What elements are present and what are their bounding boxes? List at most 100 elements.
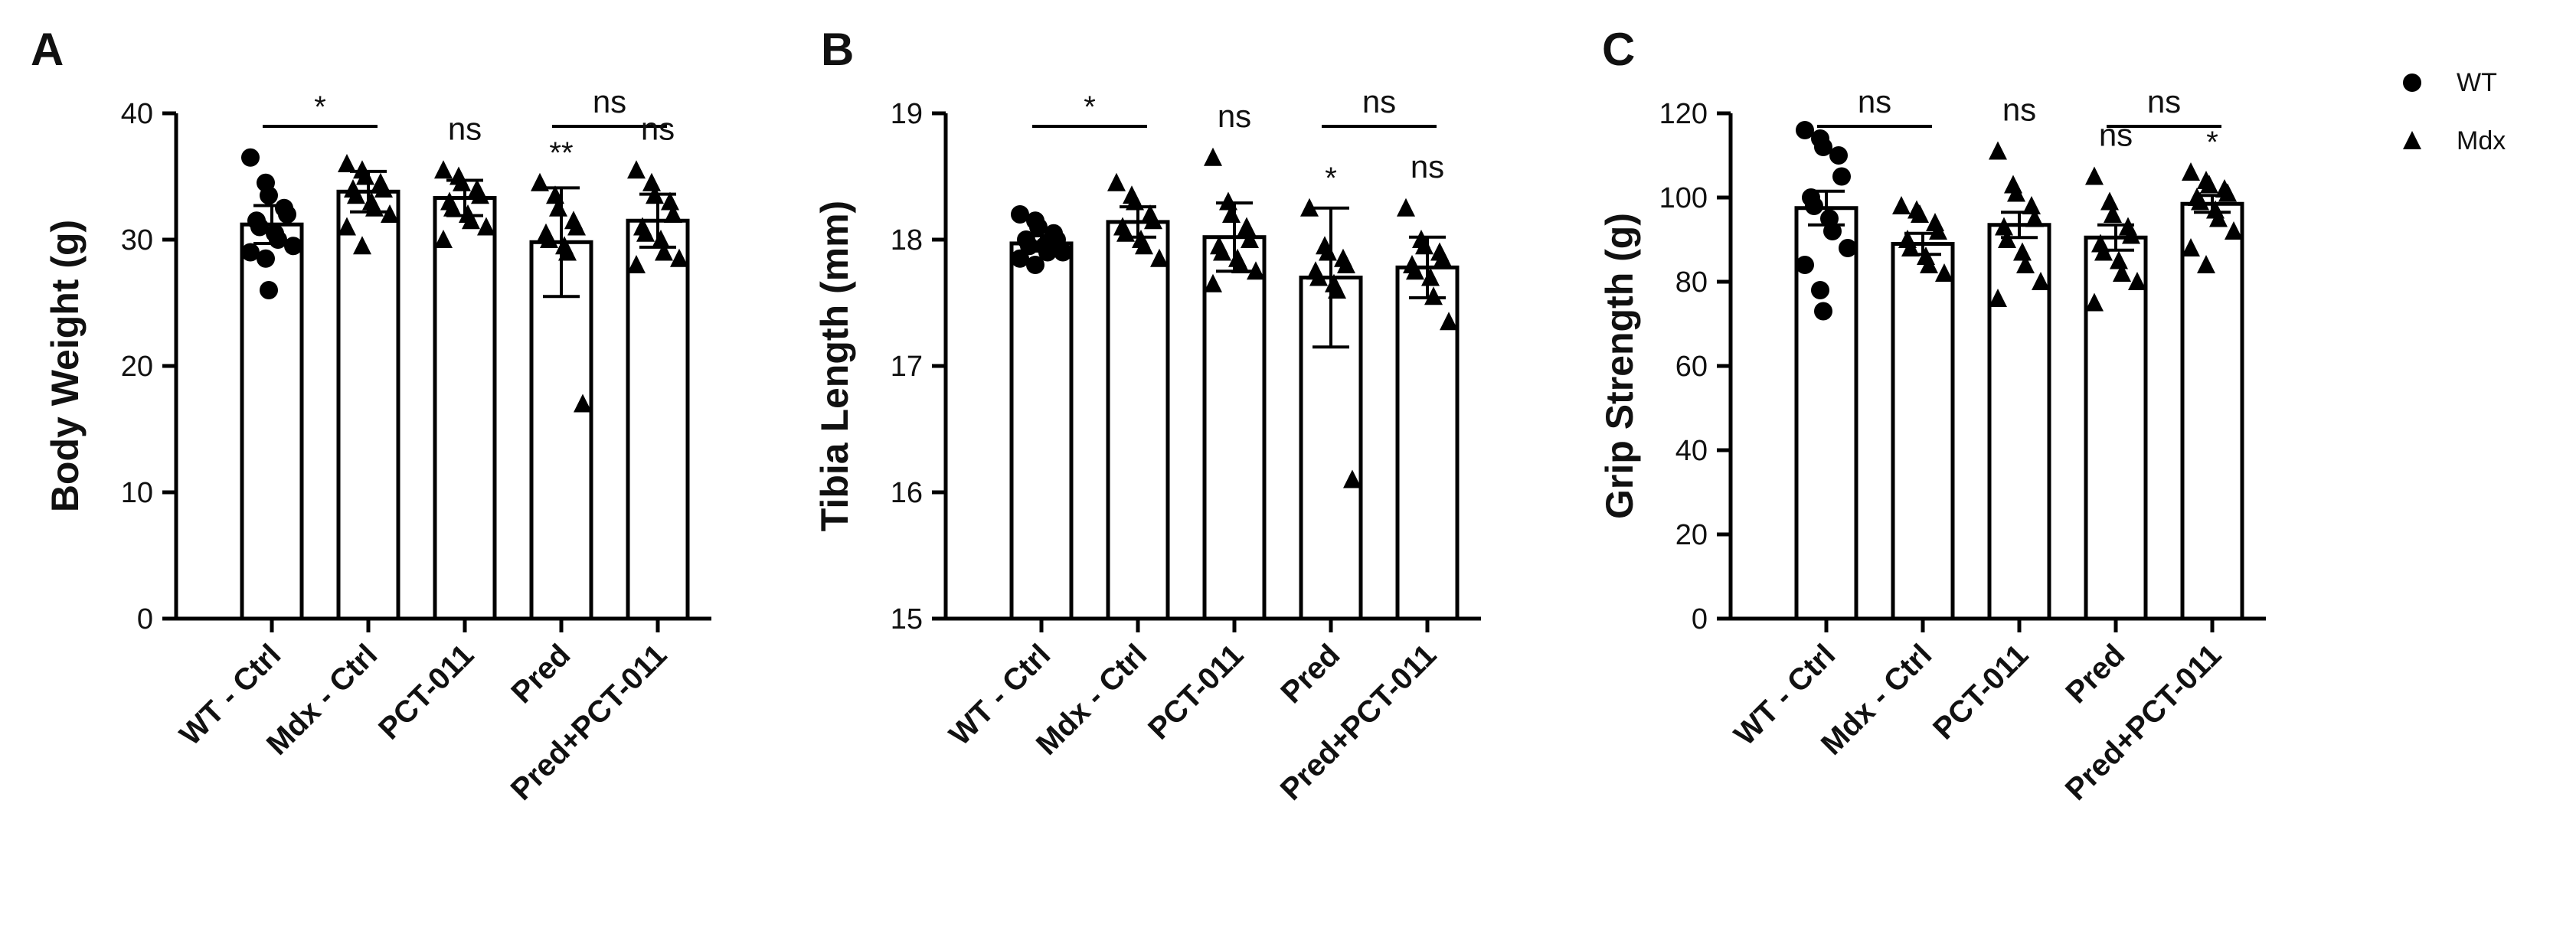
- data-point: [1989, 289, 2007, 307]
- y-tick-label: 19: [891, 98, 923, 130]
- data-point: [1337, 255, 1355, 273]
- data-point: [1911, 204, 1929, 223]
- data-point: [1832, 167, 1851, 186]
- y-axis-label: Grip Strength (g): [1598, 213, 1641, 519]
- data-point: [1814, 138, 1832, 156]
- data-point: [434, 230, 453, 248]
- data-point: [1935, 263, 1953, 282]
- data-point: [2200, 175, 2218, 194]
- panel-letter-b: B: [821, 24, 855, 75]
- data-point: [1204, 147, 1222, 166]
- data-point: [670, 248, 688, 267]
- data-point: [627, 160, 646, 179]
- significance-label: *: [1325, 162, 1337, 195]
- y-tick-label: 0: [1692, 603, 1708, 635]
- x-tick-label: PCT-011: [1927, 638, 2035, 746]
- data-point: [1237, 217, 1256, 236]
- data-point: [1440, 312, 1458, 331]
- data-point: [347, 185, 365, 204]
- data-point: [1300, 198, 1319, 217]
- data-point: [664, 204, 682, 223]
- data-point: [2085, 166, 2104, 185]
- data-point: [260, 281, 278, 299]
- data-point: [260, 186, 278, 205]
- data-point: [2100, 191, 2119, 211]
- y-tick-label: 10: [121, 477, 153, 509]
- data-point: [1823, 222, 1842, 240]
- x-tick-label: PCT-011: [372, 638, 480, 746]
- data-point: [2016, 255, 2035, 273]
- data-point: [2191, 191, 2209, 211]
- data-point: [1839, 239, 1857, 257]
- significance-label: ns: [448, 110, 482, 146]
- data-point: [2022, 196, 2041, 214]
- significance-label: ns: [1411, 149, 1444, 185]
- significance-label: ns: [2147, 83, 2181, 119]
- data-point: [2122, 225, 2140, 244]
- y-tick-label: 100: [1659, 182, 1708, 214]
- data-point: [2085, 292, 2104, 312]
- y-tick-label: 60: [1675, 351, 1708, 383]
- data-point: [374, 179, 393, 198]
- panel-letter-c: C: [1602, 24, 1636, 75]
- data-point: [2104, 204, 2122, 223]
- data-point: [655, 242, 673, 261]
- data-point: [241, 243, 260, 262]
- significance-label: ns: [1218, 98, 1251, 134]
- data-point: [636, 223, 655, 242]
- bar: [1987, 223, 2051, 621]
- data-point: [2013, 242, 2032, 261]
- panel-letter-a: A: [31, 24, 64, 75]
- data-point: [2007, 183, 2025, 202]
- data-point: [1397, 198, 1415, 217]
- data-point: [471, 185, 489, 204]
- x-tick-label: Pred: [2059, 638, 2131, 710]
- data-point: [1424, 286, 1443, 305]
- x-tick-label: Pred: [1274, 638, 1346, 710]
- data-point: [2128, 272, 2146, 290]
- data-point: [1054, 243, 1072, 262]
- data-point: [1901, 238, 1920, 256]
- data-point: [2209, 208, 2228, 227]
- data-point: [661, 191, 679, 211]
- bar: [1891, 242, 1955, 621]
- data-point: [1892, 196, 1911, 214]
- data-point: [1241, 230, 1259, 248]
- y-tick-label: 17: [891, 351, 923, 383]
- y-tick-label: 20: [1675, 519, 1708, 551]
- data-point: [443, 198, 462, 217]
- y-tick-label: 0: [137, 603, 153, 635]
- y-tick-label: 20: [121, 351, 153, 383]
- y-axis-label: Body Weight (g): [44, 220, 87, 512]
- data-point: [381, 204, 399, 223]
- data-point: [278, 205, 296, 224]
- y-tick-label: 30: [121, 224, 153, 256]
- y-tick-label: 40: [1675, 435, 1708, 467]
- y-axis-label: Tibia Length (mm): [813, 201, 856, 531]
- data-point: [627, 255, 646, 273]
- legend-label: Mdx: [2457, 126, 2506, 155]
- data-point: [2025, 208, 2044, 227]
- data-point: [1144, 211, 1162, 230]
- data-point: [462, 211, 480, 230]
- data-point: [284, 237, 302, 256]
- data-point: [1829, 146, 1848, 165]
- data-point: [2182, 162, 2200, 181]
- bar: [626, 218, 690, 621]
- data-point: [642, 172, 661, 191]
- bar: [336, 189, 400, 621]
- x-tick-label: PCT-011: [1142, 638, 1250, 746]
- y-tick-label: 80: [1675, 266, 1708, 299]
- data-point: [1011, 249, 1029, 268]
- data-point: [1213, 242, 1231, 261]
- data-point: [1204, 273, 1222, 292]
- significance-label: ns: [2099, 117, 2133, 153]
- data-point: [1995, 217, 2013, 236]
- circle-marker-icon: [2403, 73, 2421, 92]
- data-point: [1433, 248, 1452, 267]
- data-point: [1029, 217, 1048, 237]
- data-point: [1247, 261, 1265, 280]
- legend-item-mdx: Mdx: [2389, 118, 2506, 164]
- significance-label: ns: [641, 110, 675, 146]
- triangle-marker-icon: [2403, 131, 2421, 149]
